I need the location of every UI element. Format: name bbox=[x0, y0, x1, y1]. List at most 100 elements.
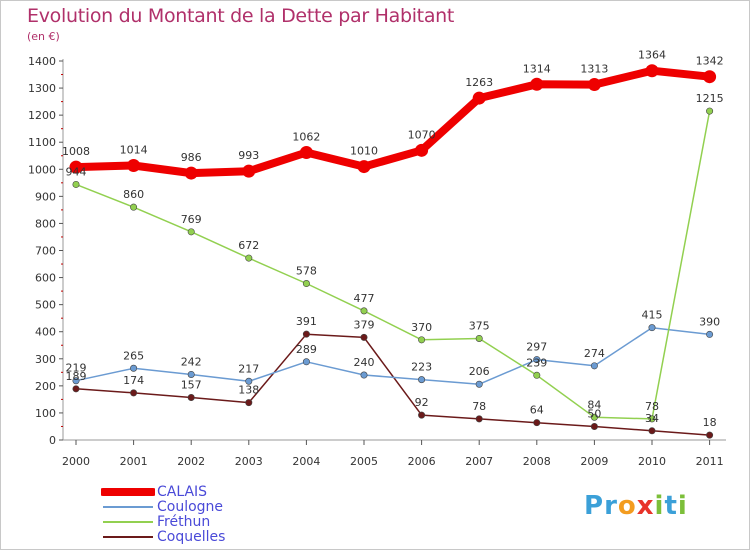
data-label: 78 bbox=[472, 400, 486, 413]
data-point-coulogne bbox=[302, 358, 310, 366]
data-label: 370 bbox=[411, 321, 432, 334]
data-point-frethun bbox=[245, 254, 253, 262]
legend-label-frethun: Fréthun bbox=[157, 514, 211, 530]
data-label: 18 bbox=[703, 416, 717, 429]
data-label: 375 bbox=[469, 319, 490, 332]
data-label: 1215 bbox=[696, 92, 724, 105]
legend-item-coquelles: Coquelles bbox=[101, 529, 361, 545]
data-label: 379 bbox=[354, 318, 375, 331]
x-tick-label: 2000 bbox=[62, 455, 90, 468]
y-tick-label: 200 bbox=[35, 380, 56, 393]
series-line-coquelles bbox=[75, 333, 711, 436]
data-point-frethun bbox=[590, 413, 598, 421]
data-point-frethun bbox=[130, 203, 138, 211]
x-tick-label: 2011 bbox=[696, 455, 724, 468]
data-label: 1062 bbox=[292, 131, 320, 144]
data-point-coquelles bbox=[475, 415, 483, 423]
data-label: 174 bbox=[123, 374, 144, 387]
data-point-coquelles bbox=[245, 399, 253, 407]
y-tick-label: 100 bbox=[35, 407, 56, 420]
data-point-calais bbox=[415, 143, 429, 157]
data-label: 1313 bbox=[580, 63, 608, 76]
legend-swatch-calais bbox=[101, 488, 155, 496]
logo-letter: r bbox=[604, 491, 618, 521]
data-point-frethun bbox=[648, 415, 656, 423]
data-point-coquelles bbox=[130, 389, 138, 397]
data-point-calais bbox=[703, 70, 717, 84]
y-tick-label: 500 bbox=[35, 299, 56, 312]
data-point-coquelles bbox=[590, 422, 598, 430]
data-label: 391 bbox=[296, 315, 317, 328]
data-label: 477 bbox=[354, 292, 375, 305]
data-point-coulogne bbox=[648, 324, 656, 332]
data-label: 206 bbox=[469, 365, 490, 378]
data-label: 390 bbox=[699, 315, 720, 328]
data-point-calais bbox=[587, 78, 601, 92]
data-label: 189 bbox=[66, 370, 87, 383]
data-point-calais bbox=[242, 164, 256, 178]
series-line-coulogne bbox=[75, 326, 711, 385]
data-point-coquelles bbox=[533, 419, 541, 427]
data-point-frethun bbox=[302, 280, 310, 288]
legend-item-frethun: Fréthun bbox=[101, 514, 361, 530]
proxiti-logo: Proxiti bbox=[584, 491, 688, 521]
x-tick-label: 2001 bbox=[120, 455, 148, 468]
logo-letter: P bbox=[584, 491, 605, 521]
y-tick-label: 600 bbox=[35, 272, 56, 285]
x-tick-label: 2007 bbox=[465, 455, 493, 468]
y-tick-label: 0 bbox=[49, 434, 56, 447]
legend-swatch-coulogne bbox=[103, 506, 153, 508]
data-label: 1010 bbox=[350, 145, 378, 158]
data-point-frethun bbox=[360, 307, 368, 315]
series-line-frethun bbox=[75, 110, 711, 420]
data-label: 217 bbox=[238, 362, 259, 375]
data-point-frethun bbox=[187, 228, 195, 236]
y-tick-label: 1400 bbox=[28, 55, 56, 68]
data-point-coulogne bbox=[475, 380, 483, 388]
data-point-frethun bbox=[72, 180, 80, 188]
x-tick-label: 2010 bbox=[638, 455, 666, 468]
data-point-coquelles bbox=[360, 333, 368, 341]
logo-letter: i bbox=[654, 491, 665, 521]
data-point-coquelles bbox=[302, 330, 310, 338]
data-point-frethun bbox=[418, 336, 426, 344]
data-point-coquelles bbox=[706, 431, 714, 439]
logo-letter: o bbox=[617, 491, 637, 521]
x-tick-label: 2002 bbox=[177, 455, 205, 468]
data-label: 138 bbox=[238, 384, 259, 397]
chart-subtitle: (en €) bbox=[27, 30, 60, 43]
y-tick-label: 1300 bbox=[28, 82, 56, 95]
data-point-coulogne bbox=[418, 376, 426, 384]
legend-item-coulogne: Coulogne bbox=[101, 499, 361, 515]
data-label: 1364 bbox=[638, 49, 666, 62]
logo-letter: i bbox=[677, 491, 688, 521]
legend-swatch-coquelles bbox=[103, 536, 153, 538]
data-label: 993 bbox=[238, 149, 259, 162]
data-label: 50 bbox=[587, 407, 601, 420]
data-label: 223 bbox=[411, 361, 432, 374]
chart-title: Evolution du Montant de la Dette par Hab… bbox=[27, 5, 455, 27]
data-label: 860 bbox=[123, 188, 144, 201]
data-point-calais bbox=[184, 166, 198, 180]
data-label: 1070 bbox=[408, 128, 436, 141]
data-point-coulogne bbox=[72, 377, 80, 385]
data-point-frethun bbox=[475, 334, 483, 342]
series-line-calais bbox=[72, 66, 714, 178]
data-label: 1014 bbox=[120, 143, 148, 156]
y-tick-label: 800 bbox=[35, 217, 56, 230]
data-point-calais bbox=[69, 160, 83, 174]
data-point-frethun bbox=[533, 371, 541, 379]
data-label: 239 bbox=[526, 356, 547, 369]
logo-letter: t bbox=[664, 491, 678, 521]
data-label: 34 bbox=[645, 412, 659, 425]
data-label: 157 bbox=[181, 378, 202, 391]
x-tick-label: 2003 bbox=[235, 455, 263, 468]
data-label: 1342 bbox=[696, 55, 724, 68]
data-label: 1263 bbox=[465, 76, 493, 89]
data-point-calais bbox=[357, 160, 371, 174]
data-label: 219 bbox=[66, 362, 87, 375]
legend-swatch-frethun bbox=[103, 521, 153, 523]
y-tick-label: 300 bbox=[35, 353, 56, 366]
data-point-calais bbox=[127, 158, 141, 172]
